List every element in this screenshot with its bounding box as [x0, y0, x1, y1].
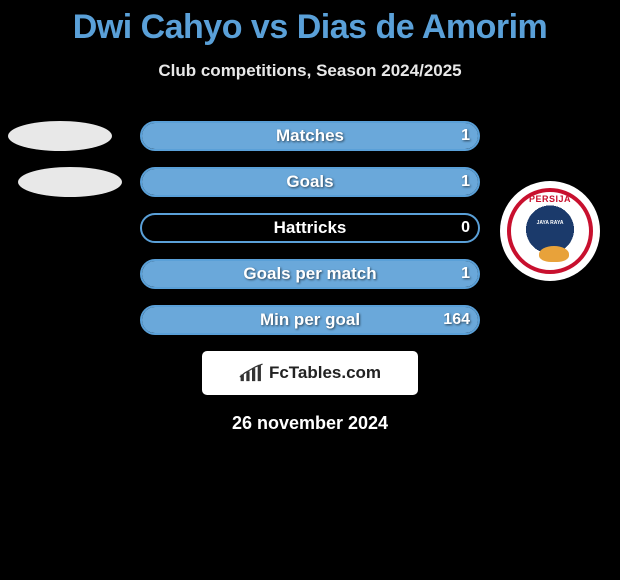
- date-text: 26 november 2024: [0, 413, 620, 434]
- stat-value-right: 1: [461, 121, 470, 151]
- stat-row: Hattricks0: [0, 213, 620, 243]
- page-title: Dwi Cahyo vs Dias de Amorim: [0, 0, 620, 47]
- page-subtitle: Club competitions, Season 2024/2025: [0, 61, 620, 81]
- stat-row: Goals1: [0, 167, 620, 197]
- site-name: FcTables.com: [269, 363, 381, 383]
- stat-value-right: 1: [461, 259, 470, 289]
- stat-row: Matches1: [0, 121, 620, 151]
- site-badge[interactable]: FcTables.com: [202, 351, 418, 395]
- stat-value-right: 0: [461, 213, 470, 243]
- stat-value-right: 164: [443, 305, 470, 335]
- stats-area: PERSIJA JAYA RAYA Matches1Goals1Hattrick…: [0, 121, 620, 335]
- stat-label: Goals per match: [140, 259, 480, 289]
- stat-label: Hattricks: [140, 213, 480, 243]
- chart-icon: [239, 363, 265, 383]
- stat-row: Goals per match1: [0, 259, 620, 289]
- stat-value-right: 1: [461, 167, 470, 197]
- stat-label: Goals: [140, 167, 480, 197]
- stat-label: Matches: [140, 121, 480, 151]
- stat-row: Min per goal164: [0, 305, 620, 335]
- stat-label: Min per goal: [140, 305, 480, 335]
